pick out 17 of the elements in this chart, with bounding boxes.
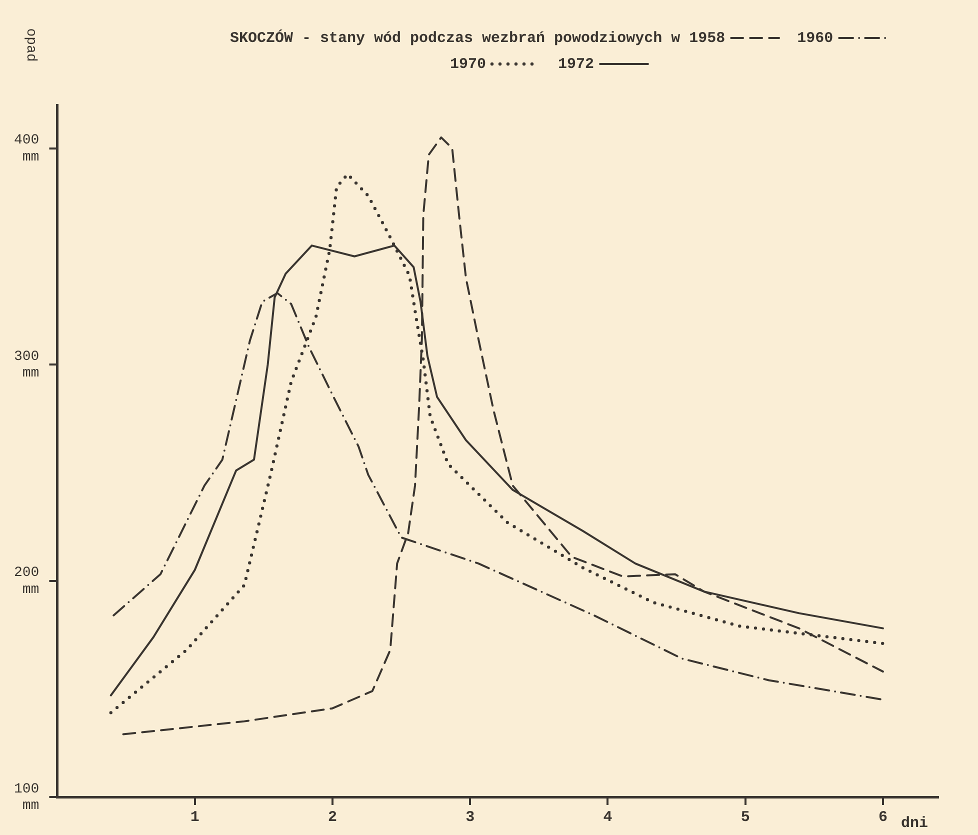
y-tick-label: 300 mm <box>14 348 40 382</box>
x-tick-label: 4 <box>603 808 612 826</box>
x-tick-label: 6 <box>878 808 888 826</box>
y-tick-label: 200 mm <box>14 565 40 598</box>
legend-label: 1972 <box>558 56 594 73</box>
x-axis-title: dni <box>900 814 928 832</box>
legend-label: 1970 <box>450 56 486 73</box>
x-tick-label: 1 <box>190 808 200 826</box>
legend-label: 1960 <box>797 30 834 47</box>
x-tick-label: 5 <box>740 808 750 826</box>
chart-title: SKOCZÓW - stany wód podczas wezbrań powodziowych w <box>230 28 680 47</box>
y-tick-label: 400 mm <box>14 132 40 166</box>
y-axis-title: opad <box>22 28 38 62</box>
y-tick-label: 100 mm <box>14 781 40 814</box>
legend-label: 1958 <box>689 30 726 47</box>
x-tick-label: 2 <box>328 808 337 826</box>
x-tick-label: 3 <box>466 808 475 826</box>
